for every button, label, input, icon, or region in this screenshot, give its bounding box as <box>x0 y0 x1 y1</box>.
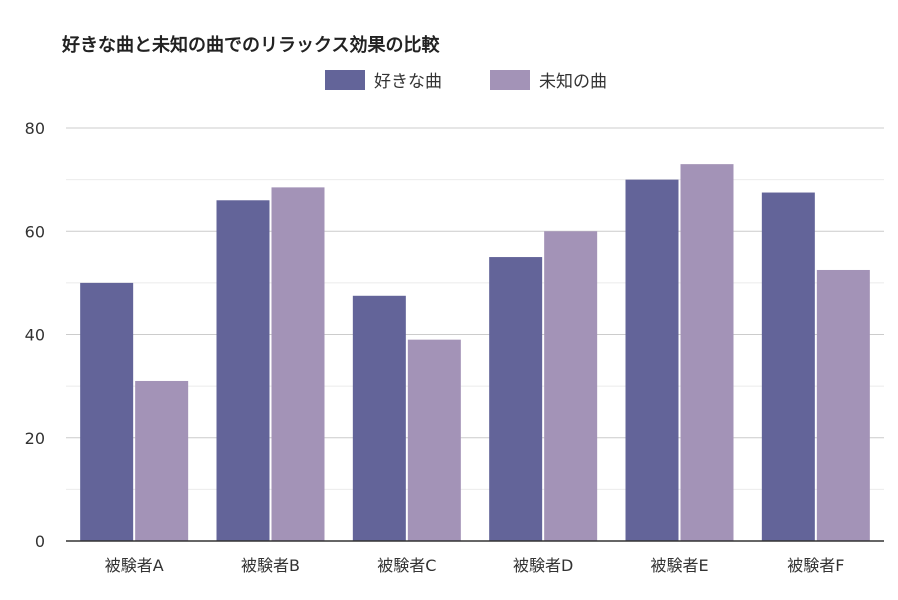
bar-unknown-5 <box>680 164 734 541</box>
legend-swatch-unknown <box>490 70 530 90</box>
bar-favorite-1 <box>80 282 134 541</box>
bar-favorite-4 <box>489 257 543 541</box>
bar-unknown-1 <box>135 380 189 541</box>
y-tick-label: 0 <box>35 532 45 551</box>
bar-unknown-3 <box>407 339 461 541</box>
x-category-label: 被験者A <box>105 556 164 575</box>
x-category-label: 被験者F <box>787 556 844 575</box>
x-category-label: 被験者C <box>377 556 436 575</box>
y-tick-label: 20 <box>25 429 45 448</box>
bar-favorite-3 <box>352 295 406 541</box>
x-axis-labels: 被験者A 被験者B 被験者C 被験者D 被験者E 被験者F <box>105 556 845 575</box>
bar-favorite-6 <box>761 192 815 541</box>
bar-unknown-2 <box>271 187 325 541</box>
bar-unknown-4 <box>544 231 598 541</box>
y-tick-label: 40 <box>25 326 45 345</box>
gridlines <box>66 127 884 490</box>
legend-label-unknown: 未知の曲 <box>539 72 607 92</box>
x-category-label: 被験者E <box>650 556 708 575</box>
bar-favorite-2 <box>216 200 270 541</box>
legend-label-favorite: 好きな曲 <box>374 72 442 92</box>
chart-title: 好きな曲と未知の曲でのリラックス効果の比較 <box>61 34 440 56</box>
bar-favorite-5 <box>625 179 679 541</box>
y-axis-ticks: 0 20 40 60 80 <box>25 119 45 551</box>
bar-unknown-6 <box>816 269 870 541</box>
x-category-label: 被験者D <box>513 556 573 575</box>
legend: 好きな曲 未知の曲 <box>325 70 607 92</box>
bars <box>80 164 870 541</box>
y-tick-label: 60 <box>25 222 45 241</box>
x-category-label: 被験者B <box>241 556 300 575</box>
y-tick-label: 80 <box>25 119 45 138</box>
legend-swatch-favorite <box>325 70 365 90</box>
